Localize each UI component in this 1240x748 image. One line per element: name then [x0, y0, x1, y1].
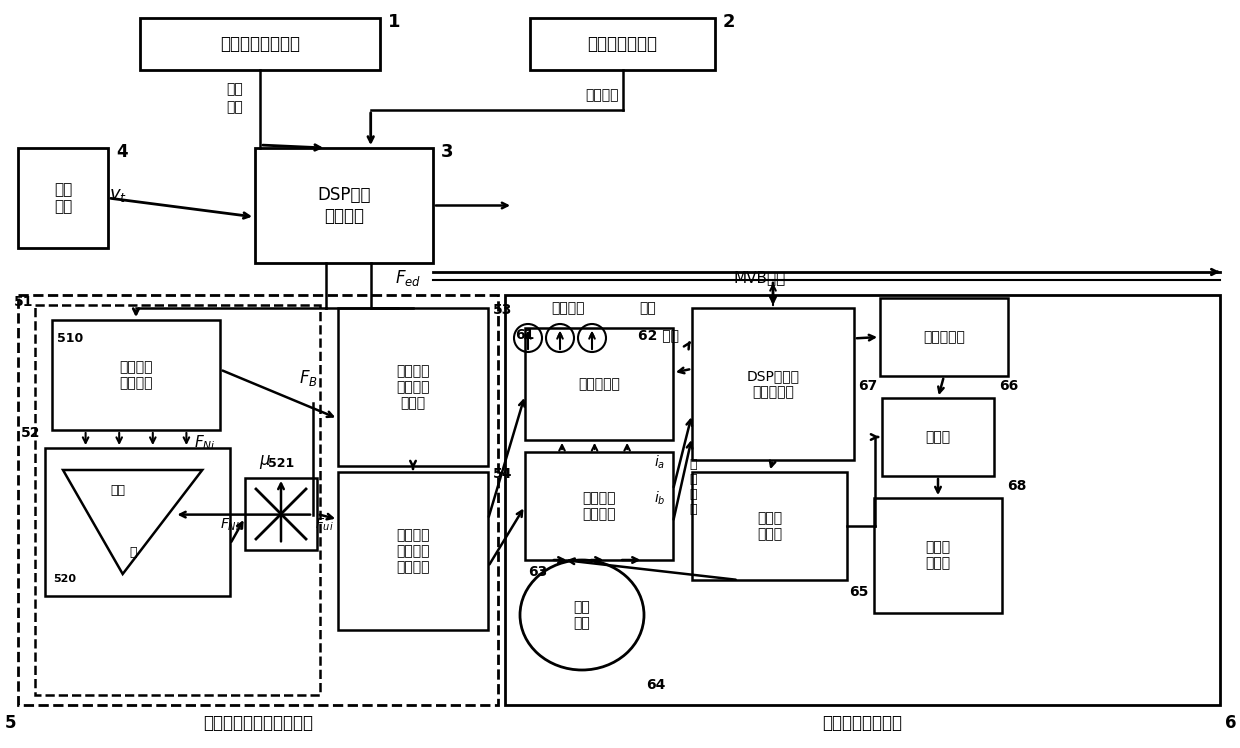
Bar: [525, 452, 673, 560]
Text: $F_{ui}$: $F_{ui}$: [315, 517, 334, 533]
Text: 52: 52: [21, 426, 40, 440]
Text: 65: 65: [849, 585, 868, 599]
Text: DSP中央
控制单元: DSP中央 控制单元: [317, 186, 371, 225]
Text: 54: 54: [494, 467, 512, 481]
Text: 51: 51: [14, 295, 33, 309]
Bar: [880, 298, 1008, 376]
Text: 63: 63: [528, 565, 547, 579]
Text: $v_t$: $v_t$: [109, 186, 126, 204]
Text: 制动供
给风缸: 制动供 给风缸: [756, 511, 782, 541]
Text: 3: 3: [441, 143, 454, 161]
Text: 521: 521: [268, 457, 294, 470]
Text: 1: 1: [388, 13, 401, 31]
Text: 盘形制
动装置: 盘形制 动装置: [925, 540, 951, 571]
Bar: [529, 18, 715, 70]
Text: $F_{Ni}$: $F_{Ni}$: [195, 434, 216, 453]
Text: 车载
雷达: 车载 雷达: [53, 182, 72, 214]
Text: $i_b$: $i_b$: [655, 489, 666, 506]
Text: $\mu$: $\mu$: [259, 453, 272, 471]
Text: 比较: 比较: [110, 483, 125, 497]
Bar: [692, 472, 847, 580]
Text: $F_{NK}$: $F_{NK}$: [219, 517, 244, 533]
Text: 制动: 制动: [227, 82, 243, 96]
Text: 电流信号
采集单元: 电流信号 采集单元: [583, 491, 616, 521]
Text: 制动力再
分配及其
优化单元: 制动力再 分配及其 优化单元: [397, 528, 430, 574]
Bar: [52, 320, 219, 430]
Text: 牵引变流器: 牵引变流器: [578, 377, 620, 391]
Text: 2: 2: [723, 13, 735, 31]
Text: 510: 510: [57, 332, 83, 345]
Text: DSP单节列
车控制单元: DSP单节列 车控制单元: [746, 369, 800, 399]
Text: 61: 61: [515, 328, 534, 342]
Text: 6: 6: [1225, 714, 1236, 732]
Bar: [45, 448, 229, 596]
Text: 牵引
电机: 牵引 电机: [574, 600, 590, 630]
Text: 列车基础制动装置: 列车基础制动装置: [822, 714, 903, 732]
Text: 列车自动运行系统: 列车自动运行系统: [219, 35, 300, 53]
Text: $F_{B}$: $F_{B}$: [299, 368, 317, 388]
Text: 62 指令: 62 指令: [639, 328, 680, 342]
Bar: [692, 308, 854, 460]
Text: 压
缩
空
气: 压 缩 空 气: [689, 458, 697, 516]
Bar: [525, 328, 673, 440]
Text: 司机制动控制器: 司机制动控制器: [588, 35, 657, 53]
Bar: [19, 148, 108, 248]
Bar: [140, 18, 379, 70]
Text: 66: 66: [999, 379, 1018, 393]
Text: 器: 器: [129, 545, 136, 559]
Text: MVB总线: MVB总线: [734, 271, 786, 286]
Text: 制动力分
配优化控
制单元: 制动力分 配优化控 制单元: [397, 364, 430, 410]
Text: 64: 64: [646, 678, 666, 692]
Text: 67: 67: [858, 379, 877, 393]
Bar: [246, 478, 317, 550]
Text: 单节列车
受力模型: 单节列车 受力模型: [119, 360, 153, 390]
Text: 68: 68: [1007, 479, 1027, 493]
Text: 4: 4: [117, 143, 128, 161]
Bar: [874, 498, 1002, 613]
Text: 53: 53: [494, 303, 512, 317]
Bar: [882, 398, 994, 476]
Text: 制动力分配优化控制模块: 制动力分配优化控制模块: [203, 714, 312, 732]
Bar: [339, 308, 489, 466]
Bar: [339, 472, 489, 630]
Text: 电空转换阀: 电空转换阀: [923, 330, 965, 344]
Bar: [255, 148, 433, 263]
Bar: [35, 305, 320, 695]
Text: 520: 520: [53, 574, 76, 584]
Text: 指令: 指令: [227, 100, 243, 114]
Text: 中继阀: 中继阀: [925, 430, 951, 444]
Bar: [505, 295, 1220, 705]
Text: 制动指令: 制动指令: [585, 88, 619, 102]
Text: 三相电流: 三相电流: [552, 301, 585, 315]
Bar: [19, 295, 498, 705]
Text: $F_{ed}$: $F_{ed}$: [394, 268, 422, 288]
Text: 5: 5: [5, 714, 16, 732]
Text: $i_a$: $i_a$: [655, 453, 666, 470]
Text: 电气: 电气: [640, 301, 656, 315]
